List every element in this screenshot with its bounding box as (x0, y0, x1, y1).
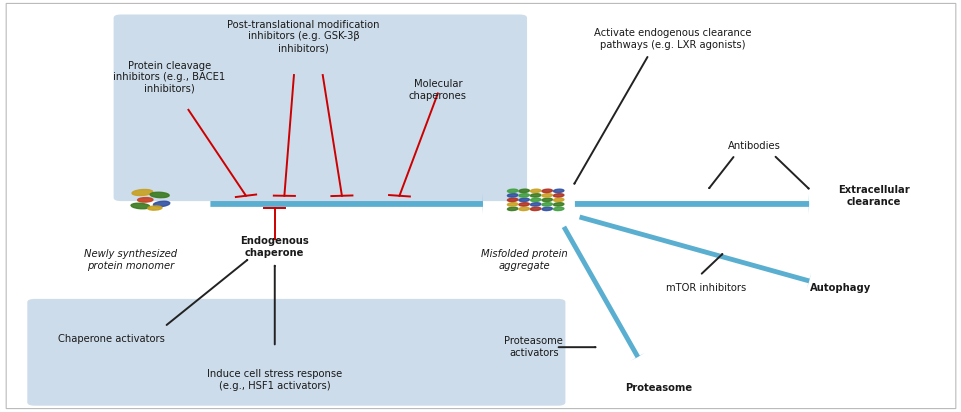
Ellipse shape (553, 198, 563, 201)
Ellipse shape (148, 206, 161, 210)
Ellipse shape (150, 192, 169, 198)
Ellipse shape (541, 194, 552, 197)
Ellipse shape (518, 189, 529, 192)
Ellipse shape (132, 190, 153, 196)
Text: Molecular
chaperones: Molecular chaperones (408, 79, 466, 101)
Ellipse shape (507, 198, 517, 201)
Text: Newly synthesized
protein monomer: Newly synthesized protein monomer (85, 249, 177, 271)
Text: Induce cell stress response
(e.g., HSF1 activators): Induce cell stress response (e.g., HSF1 … (207, 369, 342, 391)
FancyBboxPatch shape (113, 14, 527, 201)
Ellipse shape (530, 198, 540, 201)
Ellipse shape (507, 194, 517, 197)
Ellipse shape (541, 198, 552, 201)
Ellipse shape (553, 203, 563, 206)
Ellipse shape (518, 207, 529, 211)
Text: Protein cleavage
inhibitors (e.g., BACE1
inhibitors): Protein cleavage inhibitors (e.g., BACE1… (113, 61, 225, 94)
Ellipse shape (153, 201, 169, 207)
Ellipse shape (553, 207, 563, 211)
Text: Post-translational modification
inhibitors (e.g. GSK-3β
inhibitors): Post-translational modification inhibito… (227, 20, 380, 53)
Ellipse shape (553, 189, 563, 192)
Text: Chaperone activators: Chaperone activators (59, 334, 165, 344)
Ellipse shape (507, 203, 517, 206)
Ellipse shape (131, 203, 150, 209)
Ellipse shape (518, 203, 529, 206)
Ellipse shape (518, 198, 529, 201)
Text: Activate endogenous clearance
pathways (e.g. LXR agonists): Activate endogenous clearance pathways (… (594, 28, 751, 49)
Ellipse shape (530, 189, 540, 192)
Text: Proteasome: Proteasome (625, 383, 691, 393)
Ellipse shape (137, 198, 153, 202)
Text: Autophagy: Autophagy (809, 283, 871, 293)
Text: Endogenous
chaperone: Endogenous chaperone (240, 236, 308, 258)
Ellipse shape (541, 189, 552, 192)
Text: Antibodies: Antibodies (727, 140, 780, 150)
Ellipse shape (507, 207, 517, 211)
Ellipse shape (541, 207, 552, 211)
Ellipse shape (530, 207, 540, 211)
Ellipse shape (507, 189, 517, 192)
Ellipse shape (530, 194, 540, 197)
Text: Extracellular
clearance: Extracellular clearance (838, 185, 909, 206)
Ellipse shape (541, 203, 552, 206)
Ellipse shape (518, 194, 529, 197)
Text: mTOR inhibitors: mTOR inhibitors (666, 283, 746, 293)
Text: Proteasome
activators: Proteasome activators (504, 336, 562, 358)
Text: Misfolded protein
aggregate: Misfolded protein aggregate (480, 249, 567, 271)
FancyBboxPatch shape (27, 299, 565, 406)
Ellipse shape (530, 203, 540, 206)
Ellipse shape (553, 194, 563, 197)
